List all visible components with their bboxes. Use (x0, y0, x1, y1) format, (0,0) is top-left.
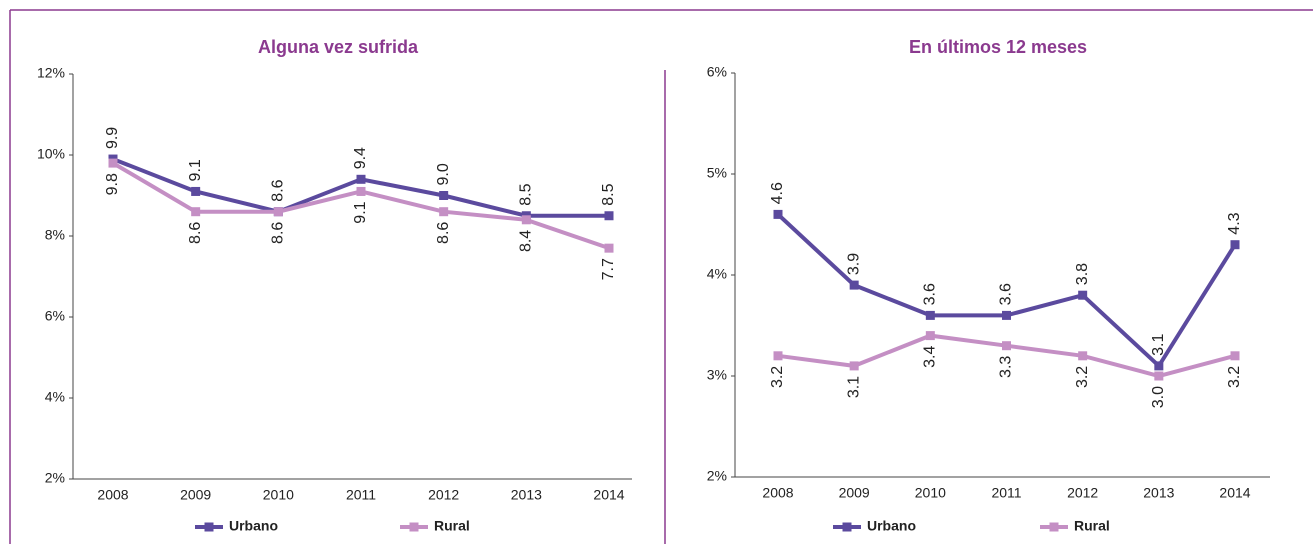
x-tick-label: 2008 (762, 485, 793, 501)
value-label: 3.6 (922, 283, 939, 305)
value-label: 8.4 (518, 230, 535, 252)
value-label: 4.6 (769, 182, 786, 204)
x-tick-label: 2012 (1067, 485, 1098, 501)
legend-marker (409, 522, 419, 532)
legend-label: Urbano (867, 518, 916, 534)
point-marker (1002, 341, 1011, 351)
point-marker (191, 207, 201, 217)
point-marker (191, 186, 201, 196)
point-marker (356, 174, 366, 184)
legend-marker (842, 522, 852, 532)
point-marker (1078, 290, 1088, 300)
value-label: 4.3 (1226, 212, 1243, 234)
y-tick-label: 12% (37, 65, 65, 81)
y-tick-label: 5% (707, 165, 727, 181)
point-marker (604, 211, 614, 221)
y-tick-label: 8% (45, 227, 65, 243)
point-marker (521, 215, 531, 225)
value-label: 8.6 (270, 222, 287, 244)
point-marker (849, 280, 859, 290)
x-tick-label: 2012 (428, 487, 459, 503)
value-label: 3.4 (922, 346, 939, 368)
point-marker (1230, 351, 1240, 361)
y-tick-label: 4% (707, 266, 727, 282)
point-marker (925, 310, 935, 320)
point-marker (1002, 310, 1011, 320)
value-label: 3.9 (845, 253, 862, 275)
chart-title: En últimos 12 meses (909, 37, 1087, 57)
legend-label: Urbano (229, 518, 278, 534)
y-tick-label: 10% (37, 146, 65, 162)
point-marker (439, 191, 449, 200)
x-tick-label: 2010 (915, 485, 946, 501)
legend-marker (1049, 522, 1059, 532)
point-marker (849, 361, 859, 371)
value-label: 8.6 (435, 222, 452, 244)
point-marker (1154, 361, 1164, 371)
value-label: 3.1 (1150, 334, 1167, 356)
x-tick-label: 2013 (511, 487, 542, 503)
value-label: 9.1 (187, 159, 204, 181)
x-tick-label: 2011 (991, 485, 1021, 501)
x-tick-label: 2011 (346, 487, 376, 503)
point-marker (356, 186, 366, 196)
point-marker (925, 331, 935, 341)
legend-label: Rural (434, 518, 470, 534)
y-tick-label: 2% (707, 468, 727, 484)
y-tick-label: 6% (707, 64, 727, 80)
value-label: 3.2 (769, 366, 786, 388)
x-tick-label: 2014 (1219, 485, 1250, 501)
point-marker (604, 243, 614, 253)
value-label: 3.3 (998, 356, 1015, 378)
y-tick-label: 6% (45, 308, 65, 324)
value-label: 8.6 (270, 179, 287, 201)
point-marker (773, 209, 783, 219)
value-label: 3.2 (1226, 366, 1243, 388)
value-label: 8.5 (518, 183, 535, 205)
point-marker (1230, 240, 1240, 250)
x-tick-label: 2013 (1143, 485, 1174, 501)
value-label: 3.0 (1150, 386, 1167, 408)
point-marker (439, 207, 449, 217)
y-tick-label: 4% (45, 389, 65, 405)
x-tick-label: 2009 (839, 485, 870, 501)
x-tick-label: 2010 (263, 487, 294, 503)
value-label: 9.4 (352, 147, 369, 169)
value-label: 7.7 (600, 258, 617, 280)
x-tick-label: 2008 (97, 487, 128, 503)
value-label: 3.8 (1074, 263, 1091, 285)
point-marker (1078, 351, 1088, 361)
point-marker (108, 158, 118, 168)
x-tick-label: 2014 (593, 487, 624, 503)
value-label: 3.2 (1074, 366, 1091, 388)
value-label: 9.8 (104, 173, 121, 195)
point-marker (773, 351, 783, 361)
legend-marker (204, 522, 214, 532)
y-tick-label: 2% (45, 470, 65, 486)
value-label: 9.9 (104, 127, 121, 149)
value-label: 9.1 (352, 201, 369, 223)
point-marker (273, 207, 283, 217)
value-label: 3.1 (845, 376, 862, 398)
point-marker (1154, 371, 1164, 381)
legend-label: Rural (1074, 518, 1110, 534)
value-label: 9.0 (435, 163, 452, 185)
value-label: 3.6 (998, 283, 1015, 305)
chart-title: Alguna vez sufrida (258, 37, 419, 57)
value-label: 8.5 (600, 183, 617, 205)
value-label: 8.6 (187, 222, 204, 244)
y-tick-label: 3% (707, 367, 727, 383)
x-tick-label: 2009 (180, 487, 211, 503)
